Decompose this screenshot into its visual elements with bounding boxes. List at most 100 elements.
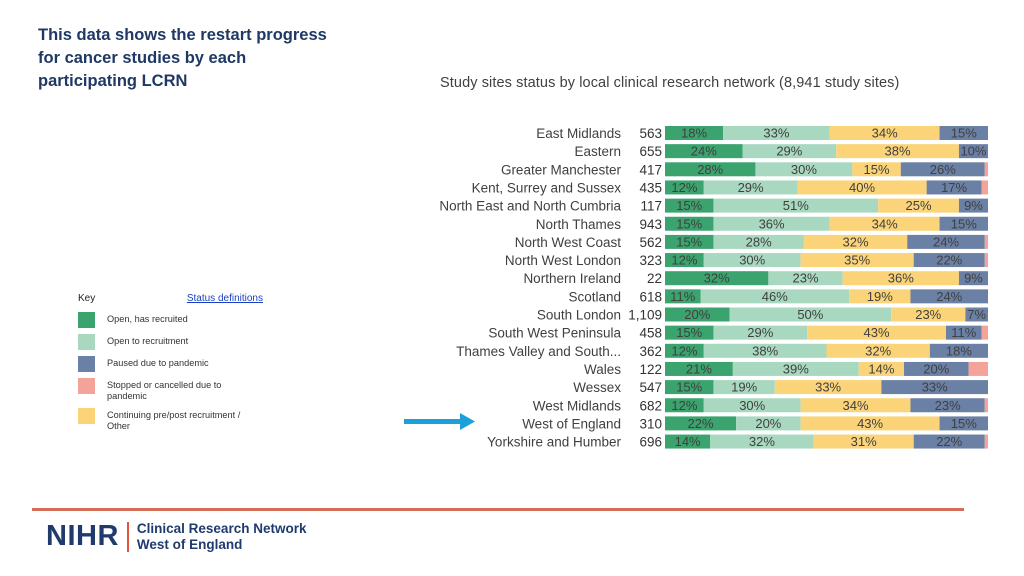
bar-segment [732,361,859,376]
category-label: Eastern [574,144,621,159]
data-label: 18% [946,343,972,358]
count-label: 682 [639,398,662,413]
chart-title: Study sites status by local clinical res… [440,75,900,91]
data-label: 15% [676,380,702,395]
data-label: 34% [872,216,898,231]
data-label: 11% [951,325,976,340]
bar-segment [981,325,988,340]
data-label: 11% [670,289,695,304]
category-label: Scotland [568,289,621,304]
bar-segment [723,126,830,140]
legend-key: Key Status definitions Open, has recruit… [78,293,278,438]
data-label: 20% [755,416,781,431]
bar-segment [968,361,988,376]
data-label: 15% [676,216,702,231]
bar-segment [665,162,756,177]
bar-segment [926,180,982,195]
key-swatch [78,334,95,350]
count-label: 323 [639,253,662,268]
data-label: 9% [964,198,983,213]
data-label: 17% [941,180,967,195]
key-swatch [78,312,95,328]
count-label: 655 [639,144,662,159]
bar-segment [939,416,988,431]
bar-segment [984,398,988,413]
count-label: 435 [639,180,662,195]
count-label: 117 [640,199,662,214]
bar-segment [929,343,988,358]
status-definitions-link[interactable]: Status definitions [186,293,263,304]
bar-segment [958,271,988,286]
data-label: 36% [888,271,914,286]
category-label: North West Coast [515,235,622,250]
bar-segment [984,234,988,249]
key-swatch [78,378,95,394]
logo-separator [126,521,129,552]
category-label: Wales [584,362,621,377]
key-item: Stopped or cancelled due to pandemic [78,378,278,402]
count-label: 618 [639,289,662,304]
bar-segment [755,162,853,177]
data-label: 31% [851,434,877,449]
data-label: 29% [776,144,802,159]
count-label: 562 [639,235,662,250]
key-swatch [78,356,95,372]
bar-segment [907,234,985,249]
data-label: 7% [967,307,986,322]
data-label: 15% [676,325,702,340]
key-label: Continuing pre/post recruitment / Other [107,410,241,431]
bar-segment [913,253,985,268]
intro-text: This data shows the restart progress for… [38,26,327,90]
data-label: 12% [671,343,697,358]
bar-segment [665,144,743,159]
data-label: 30% [739,253,765,268]
bar-segment [703,343,827,358]
data-label: 33% [763,126,789,141]
count-label: 943 [639,217,662,232]
bar-segment [703,253,801,268]
bar-segment [665,126,724,140]
bar-segment [939,126,988,140]
key-label: Open to recruitment [107,336,189,346]
bar-segment [852,162,901,177]
data-label: 10% [960,144,986,159]
data-label: 19% [867,289,893,304]
data-label: 14% [868,361,894,376]
bar-segment [665,416,737,431]
bar-segment [665,380,714,395]
bar-segment [965,307,988,322]
data-label: 21% [686,361,712,376]
data-label: 23% [915,307,941,322]
data-label: 23% [935,398,961,413]
data-label: 24% [933,234,959,249]
bar-segment [665,361,733,376]
category-label: South London [537,308,621,323]
logo-subtitle: Clinical Research Network West of Englan… [137,521,307,553]
bar-segment [904,361,969,376]
bar-segment [797,180,927,195]
data-label: 26% [930,162,956,177]
data-label: 23% [792,271,818,286]
count-label: 547 [639,380,662,395]
data-label: 29% [747,325,773,340]
data-label: 22% [936,434,962,449]
bar-segment [958,144,988,159]
bar-segment [736,416,801,431]
data-label: 40% [849,180,875,195]
bar-segment [665,234,714,249]
bar-segment [665,289,701,304]
data-label: 29% [738,180,764,195]
bar-segment [665,216,714,231]
data-label: 32% [865,343,891,358]
data-label: 43% [864,325,890,340]
category-label: North Thames [536,217,622,232]
data-label: 32% [843,234,869,249]
bar-segment [878,198,959,213]
data-label: 33% [815,380,841,395]
data-label: 35% [844,253,870,268]
bar-segment [910,398,985,413]
category-label: Kent, Surrey and Sussex [472,180,622,195]
bar-segment [829,126,940,140]
key-item: Continuing pre/post recruitment / Other [78,408,278,432]
bar-segment [713,198,879,213]
